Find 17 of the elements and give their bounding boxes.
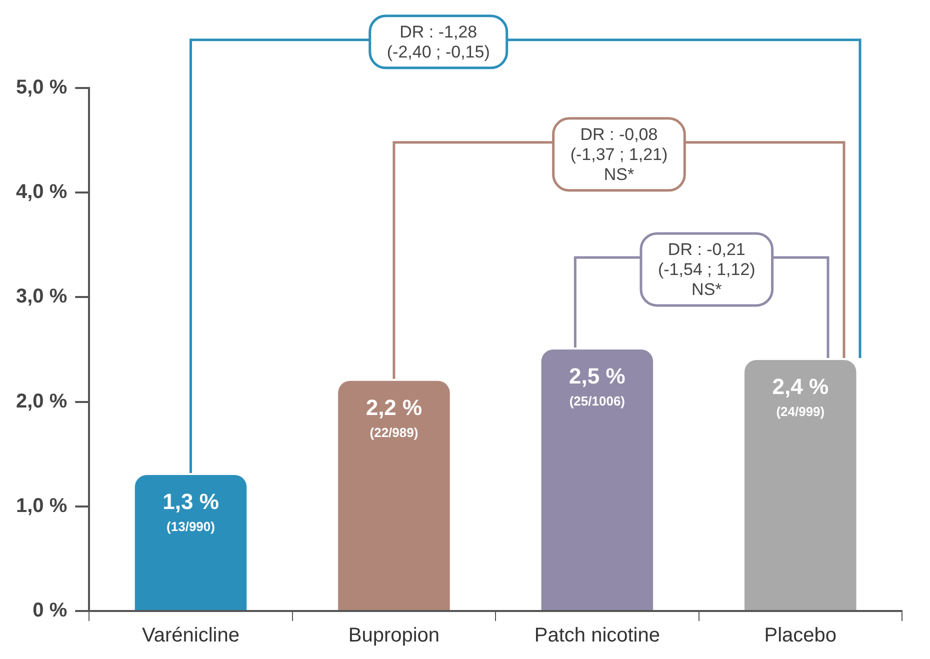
x-tick-label: Patch nicotine	[534, 624, 660, 647]
y-tick-label: 3,0 %	[16, 286, 68, 308]
y-tick-label: 5,0 %	[16, 76, 68, 99]
y-tick-label: 2,0 %	[16, 390, 68, 412]
text: DR : -1,28 (-2,40 ; -0,15)	[386, 22, 490, 62]
annotation: DR : -0,08 (-1,37 ; 1,21) NS*	[570, 125, 668, 184]
annotation: DR : -0,21 (-1,54 ; 1,12) NS*	[658, 240, 756, 300]
x-tick-label: Bupropion	[348, 624, 440, 647]
data-label: 2,2 % (22/989)	[366, 394, 422, 440]
x-tick-label: Varénicline	[142, 624, 240, 647]
x-tick-label: Placebo	[764, 624, 837, 647]
y-tick-label: 4,0 %	[16, 181, 68, 204]
y-tick-label: 0 %	[32, 600, 68, 622]
data-label: 2,4 % (24/999)	[772, 374, 829, 419]
data-label: 1,3 % (13/990)	[162, 489, 219, 534]
data-label: 2,5 % (25/1006)	[569, 364, 626, 408]
y-tick-label: 1,0 %	[16, 494, 68, 517]
